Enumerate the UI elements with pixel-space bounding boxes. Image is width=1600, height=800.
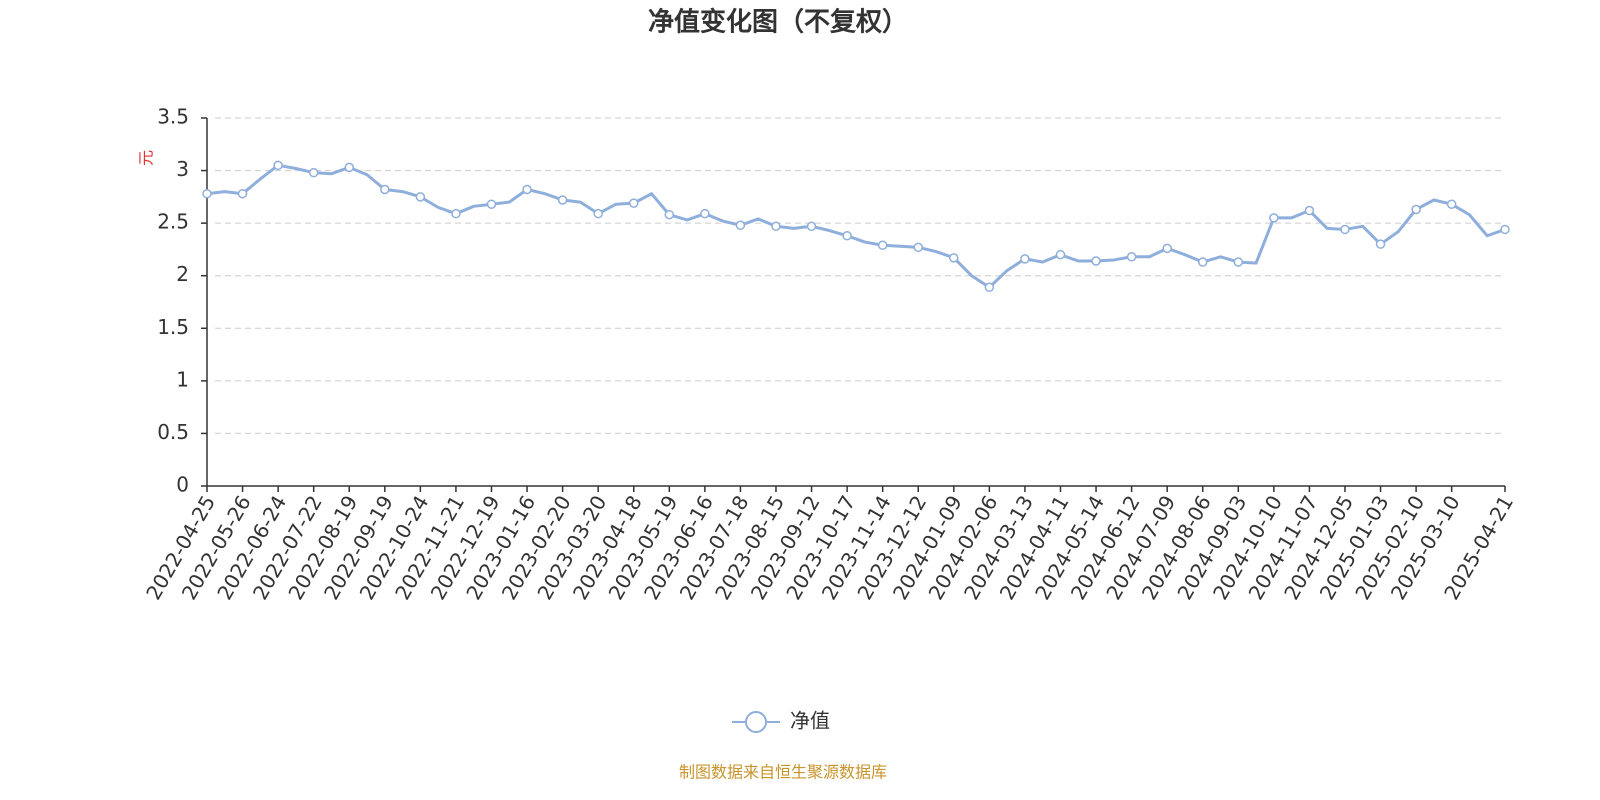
data-point xyxy=(557,195,568,205)
data-point xyxy=(1269,213,1279,223)
data-point xyxy=(593,208,603,219)
data-point xyxy=(308,167,319,178)
y-tick-label: 3.5 xyxy=(157,105,189,129)
data-point xyxy=(237,188,248,199)
data-point xyxy=(1446,199,1457,209)
data-point xyxy=(1500,224,1510,235)
data-point xyxy=(380,184,390,195)
data-point xyxy=(1233,257,1244,267)
data-point xyxy=(842,231,852,241)
data-point xyxy=(415,192,426,202)
data-point xyxy=(949,253,959,263)
y-axis-label: 元 xyxy=(137,150,156,166)
legend-marker xyxy=(745,711,767,733)
data-point xyxy=(771,221,781,232)
y-tick-label: 0.5 xyxy=(157,420,189,444)
data-point xyxy=(1126,252,1137,262)
data-point xyxy=(486,199,497,209)
source-note: 制图数据来自恒生聚源数据库 xyxy=(679,763,887,782)
data-point xyxy=(202,188,212,199)
legend-label: 净值 xyxy=(790,709,830,733)
data-point xyxy=(735,220,746,230)
data-point xyxy=(451,208,461,219)
data-point xyxy=(1375,239,1386,249)
data-point xyxy=(913,242,923,253)
data-point xyxy=(1340,224,1350,235)
y-tick-label: 0 xyxy=(176,473,189,497)
data-point xyxy=(1162,243,1172,254)
y-tick-label: 1.5 xyxy=(157,315,189,339)
data-point xyxy=(700,208,710,219)
y-tick-label: 2.5 xyxy=(157,210,189,234)
data-point xyxy=(273,160,283,171)
y-tick-label: 3 xyxy=(176,157,189,181)
data-point xyxy=(877,240,888,250)
data-point xyxy=(1197,257,1208,267)
data-line xyxy=(206,163,1506,289)
data-point xyxy=(1055,249,1066,260)
data-point xyxy=(806,221,817,232)
chart-title: 净值变化图（不复权） xyxy=(648,7,908,38)
y-tick-label: 2 xyxy=(176,262,189,286)
data-point xyxy=(344,162,354,173)
data-point xyxy=(1304,205,1315,216)
data-point xyxy=(522,184,532,195)
data-point xyxy=(628,198,639,208)
data-point xyxy=(1020,254,1030,264)
data-point xyxy=(664,209,675,220)
data-point xyxy=(984,282,995,293)
y-tick-label: 1 xyxy=(176,367,189,391)
data-point xyxy=(1091,256,1101,266)
data-point xyxy=(1411,204,1421,215)
